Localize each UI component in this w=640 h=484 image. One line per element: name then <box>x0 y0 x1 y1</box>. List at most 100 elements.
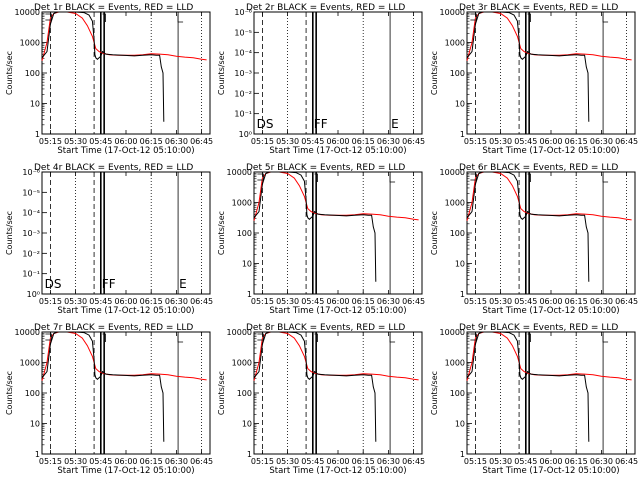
x-axis-label: Start Time (17-Oct-12 05:10:00) <box>482 466 619 476</box>
top-marker-mid <box>314 173 318 182</box>
top-marker-left <box>257 173 264 181</box>
y-tick-label: 10 <box>455 100 465 109</box>
y-tick-label: 100 <box>25 69 40 78</box>
y-axis-label: Counts/sec <box>5 371 14 415</box>
top-marker-right <box>602 334 609 343</box>
y-axis-label: Counts/sec <box>430 371 439 415</box>
x-tick-label: 06:00 <box>539 297 562 306</box>
x-axis-label: Start Time (17-Oct-12 05:10:00) <box>57 146 194 156</box>
x-tick-label: 06:45 <box>615 457 638 466</box>
y-tick-label: 100 <box>450 69 465 78</box>
y-tick-label: 1000 <box>445 39 465 48</box>
plot-frame <box>41 331 211 455</box>
y-tick-label: 1 <box>460 290 465 299</box>
y-tick-label: 10⁻⁶ <box>22 168 40 177</box>
x-tick-label: 06:15 <box>352 137 375 146</box>
y-tick-label: 10000 <box>440 328 465 337</box>
plot-frame <box>253 171 423 295</box>
top-marker-mid <box>314 333 318 342</box>
top-marker-mid <box>102 333 106 342</box>
top-marker-left <box>470 333 477 341</box>
x-axis-label: Start Time (17-Oct-12 05:10:00) <box>482 306 619 316</box>
x-tick-label: 05:30 <box>64 137 87 146</box>
y-tick-label: 1000 <box>232 199 252 208</box>
y-tick-label: 10000 <box>440 8 465 17</box>
top-marker-right <box>602 14 609 23</box>
x-tick-label: 05:45 <box>89 457 112 466</box>
top-marker-right <box>177 14 184 23</box>
y-tick-label: 1000 <box>20 359 40 368</box>
top-marker-right <box>389 174 396 183</box>
x-tick-label: 06:30 <box>165 297 188 306</box>
x-axis-label: Start Time (17-Oct-12 05:10:00) <box>57 466 194 476</box>
y-tick-label: 100 <box>450 389 465 398</box>
x-tick-label: 06:15 <box>565 137 588 146</box>
x-tick-label: 05:30 <box>489 137 512 146</box>
series-line-events <box>466 171 590 282</box>
event-marker-ds: DS <box>257 117 274 131</box>
series-line-events <box>41 331 165 442</box>
x-tick-label: 05:15 <box>39 457 62 466</box>
x-tick-label: 06:45 <box>190 297 213 306</box>
x-tick-label: 05:15 <box>39 297 62 306</box>
series-line-events <box>253 331 377 442</box>
series-line-lld <box>41 331 207 381</box>
y-tick-label: 10 <box>30 100 40 109</box>
y-tick-label: 10⁻⁵ <box>22 188 40 197</box>
y-tick-label: 10 <box>30 420 40 429</box>
y-tick-label: 10⁻¹ <box>22 270 40 279</box>
y-tick-label: 1 <box>460 130 465 139</box>
y-tick-label: 10⁻¹ <box>234 110 252 119</box>
y-tick-label: 10⁻⁵ <box>234 28 252 37</box>
x-tick-label: 06:45 <box>190 137 213 146</box>
x-tick-label: 06:00 <box>326 297 349 306</box>
x-tick-label: 05:45 <box>301 137 324 146</box>
y-tick-label: 10⁻³ <box>234 69 252 78</box>
x-tick-label: 05:30 <box>276 457 299 466</box>
panel-title: Det 7r BLACK = Events, RED = LLD <box>34 323 193 333</box>
x-tick-label: 05:45 <box>514 457 537 466</box>
y-tick-label: 1 <box>35 450 40 459</box>
top-marker-left <box>45 13 52 21</box>
x-tick-label: 06:00 <box>539 137 562 146</box>
x-tick-label: 06:30 <box>165 457 188 466</box>
series-line-lld <box>253 171 419 221</box>
x-tick-label: 06:15 <box>352 457 375 466</box>
y-axis-label: Counts/sec <box>217 211 226 255</box>
y-tick-label: 10⁻² <box>22 249 40 258</box>
series-line-events <box>466 11 590 122</box>
x-tick-label: 06:00 <box>114 137 137 146</box>
top-marker-left <box>470 173 477 181</box>
y-axis-label: Counts/sec <box>5 211 14 255</box>
x-tick-label: 06:00 <box>326 137 349 146</box>
x-tick-label: 05:15 <box>464 137 487 146</box>
x-tick-label: 05:15 <box>251 297 274 306</box>
top-marker-mid <box>527 173 531 182</box>
event-marker-e: E <box>391 117 399 131</box>
top-marker-left <box>45 333 52 341</box>
plot-frame <box>41 171 211 295</box>
x-tick-label: 06:30 <box>590 457 613 466</box>
x-tick-label: 06:00 <box>326 457 349 466</box>
y-tick-label: 1 <box>460 450 465 459</box>
series-line-events <box>466 331 590 442</box>
panel-title: Det 5r BLACK = Events, RED = LLD <box>246 163 405 173</box>
panel-title: Det 2r BLACK = Events, RED = LLD <box>246 3 405 13</box>
x-axis-label: Start Time (17-Oct-12 05:10:00) <box>269 146 406 156</box>
y-axis-label: Counts/sec <box>5 51 14 95</box>
y-tick-label: 1 <box>35 130 40 139</box>
x-tick-label: 06:45 <box>615 137 638 146</box>
x-axis-label: Start Time (17-Oct-12 05:10:00) <box>269 306 406 316</box>
x-tick-label: 06:45 <box>402 137 425 146</box>
x-tick-label: 06:15 <box>140 457 163 466</box>
top-marker-right <box>177 334 184 343</box>
y-tick-label: 10 <box>455 420 465 429</box>
event-marker-ds: DS <box>45 277 62 291</box>
top-marker-mid <box>527 13 531 22</box>
y-tick-label: 1000 <box>20 39 40 48</box>
y-tick-label: 10 <box>242 420 252 429</box>
